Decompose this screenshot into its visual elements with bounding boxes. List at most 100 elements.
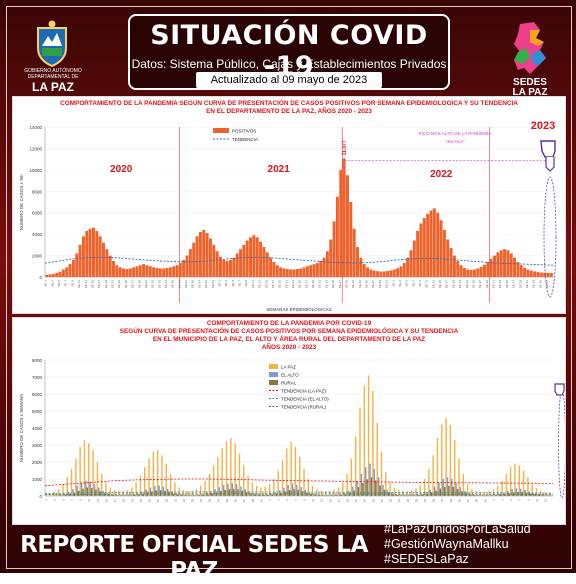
- chart2-bar-rural: [362, 483, 363, 496]
- chart1-bar: [166, 268, 169, 277]
- chart1-bar: [199, 232, 202, 277]
- chart2-title-line3: EN EL MUNICIPIO DE LA PAZ, EL ALTO Y ÁRE…: [13, 336, 565, 344]
- chart1-bar: [389, 270, 392, 277]
- chart2-bar-la-paz: [88, 443, 89, 496]
- chart1-bar: [329, 240, 332, 278]
- chart1-bar: [289, 270, 292, 278]
- chart1-bar: [262, 247, 265, 277]
- chart2-ytick-label: 2000: [32, 460, 43, 465]
- chart1-bar: [149, 266, 152, 277]
- chart1-xtick-label: SE 9: [418, 280, 422, 287]
- chart1-bar: [386, 271, 389, 277]
- chart1-xtick-label: SE 13: [84, 280, 88, 289]
- chart1-bar: [95, 231, 98, 277]
- chart1-xtick-label: SE 33: [151, 280, 155, 289]
- chart1-bar: [433, 208, 436, 277]
- chart1-bar: [333, 221, 336, 277]
- chart2-xtick-label: 13: [320, 499, 324, 503]
- chart2-xtick-label: 47: [242, 499, 246, 503]
- chart2-bar-el-alto: [404, 495, 405, 496]
- chart2-xtick-label: 15: [104, 499, 108, 503]
- chart1-bar: [286, 269, 289, 277]
- chart1-bar: [520, 265, 523, 277]
- chart2-bar-el-alto: [451, 479, 452, 496]
- chart2-bar-la-paz: [372, 391, 373, 496]
- chart2-bar-rural: [397, 495, 398, 496]
- chart2-bar-rural: [293, 489, 294, 496]
- chart1-bar: [132, 267, 135, 277]
- chart1-bar: [62, 270, 65, 278]
- chart1-bar: [55, 273, 58, 277]
- chart1-bar: [353, 229, 356, 277]
- chart1-bar: [269, 258, 272, 277]
- chart1-xtick-label: SE 41: [351, 280, 355, 289]
- chart2-bar-el-alto: [206, 493, 207, 496]
- chart2-bar-la-paz: [161, 455, 162, 496]
- chart1-xtick-label: SE 23: [291, 280, 295, 289]
- chart1-xtick-label: SE 5: [405, 280, 409, 287]
- chart2-bar-rural: [211, 493, 212, 496]
- chart1-bar: [493, 256, 496, 277]
- chart2-xtick-label: 9: [302, 499, 306, 501]
- chart2-xtick-label: 27: [380, 499, 384, 503]
- chart2-bar-la-paz: [536, 488, 537, 496]
- chart1-bar: [356, 247, 359, 277]
- chart2-bar-la-paz: [437, 438, 438, 496]
- chart2-xtick-label: 39: [208, 499, 212, 503]
- chart2-legend-swatch: [269, 364, 278, 369]
- chart2-bar-la-paz: [540, 491, 541, 496]
- chart1-bar: [176, 265, 179, 277]
- chart2-bar-el-alto: [322, 495, 323, 496]
- hashtag-list: #LaPazUnidosPorLaSalud #GestiónWaynaMall…: [384, 522, 566, 568]
- chart2-bar-el-alto: [369, 464, 370, 496]
- chart2-bar-la-paz: [265, 487, 266, 496]
- chart1-bar: [89, 229, 92, 277]
- chart1-xtick-label: SE 37: [512, 280, 516, 289]
- chart2-bar-el-alto: [460, 487, 461, 496]
- chart2-bar-rural: [91, 488, 92, 496]
- chart1-bar: [446, 240, 449, 278]
- chart2-bar-rural: [65, 495, 66, 496]
- chart2-bar-la-paz: [230, 438, 231, 496]
- chart2-bar-el-alto: [292, 484, 293, 496]
- chart1-bar: [346, 175, 349, 277]
- chart2-bar-el-alto: [417, 494, 418, 496]
- chart2-bar-la-paz: [458, 459, 459, 496]
- chart1-bar: [105, 249, 108, 277]
- chart1-bar: [336, 197, 339, 277]
- chart1-xtick-label: SE 47: [371, 280, 375, 289]
- chart1-bar: [252, 235, 255, 277]
- chart2-bar-el-alto: [158, 485, 159, 496]
- chart1-legend-label: TENDENCIA: [232, 137, 258, 142]
- chart1-bar: [510, 253, 513, 277]
- chart1-bar: [420, 223, 423, 277]
- chart1-xtick-label: SE 3: [224, 280, 228, 287]
- chart1-bar: [536, 272, 539, 277]
- chart1-xtick-label: SE 19: [104, 280, 108, 289]
- chart1-bar: [142, 264, 145, 277]
- chart2-bar-rural: [181, 495, 182, 496]
- chart1-xtick-label: SE 13: [431, 280, 435, 289]
- chart2-xtick-label: 45: [457, 499, 461, 503]
- chart2-bar-la-paz: [127, 490, 128, 496]
- sedes-logo: SEDES LA PAZ: [500, 20, 560, 96]
- chart1-bar: [533, 271, 536, 277]
- chart2-bar-rural: [323, 495, 324, 496]
- chart1-bar: [523, 268, 526, 277]
- chart2-bar-rural: [255, 494, 256, 496]
- chart2-bar-la-paz: [144, 467, 145, 496]
- chart2-bar-rural: [422, 495, 423, 496]
- chart2-bar-el-alto: [546, 495, 547, 496]
- chart2-bar-la-paz: [402, 491, 403, 496]
- chart1-bar: [209, 238, 212, 277]
- chart2-bar-rural: [379, 485, 380, 496]
- chart2-bar-rural: [444, 487, 445, 496]
- chart1-bar: [52, 274, 55, 277]
- sedes-name: SEDES LA PAZ: [500, 78, 560, 98]
- chart1-xtick-label: SE 25: [124, 280, 128, 289]
- chart2-bar-el-alto: [244, 489, 245, 496]
- chart2-ytick-label: 1000: [32, 477, 43, 482]
- chart1-bar: [196, 236, 199, 277]
- chart1-bar: [406, 258, 409, 277]
- chart2-xtick-label: 17: [337, 499, 341, 503]
